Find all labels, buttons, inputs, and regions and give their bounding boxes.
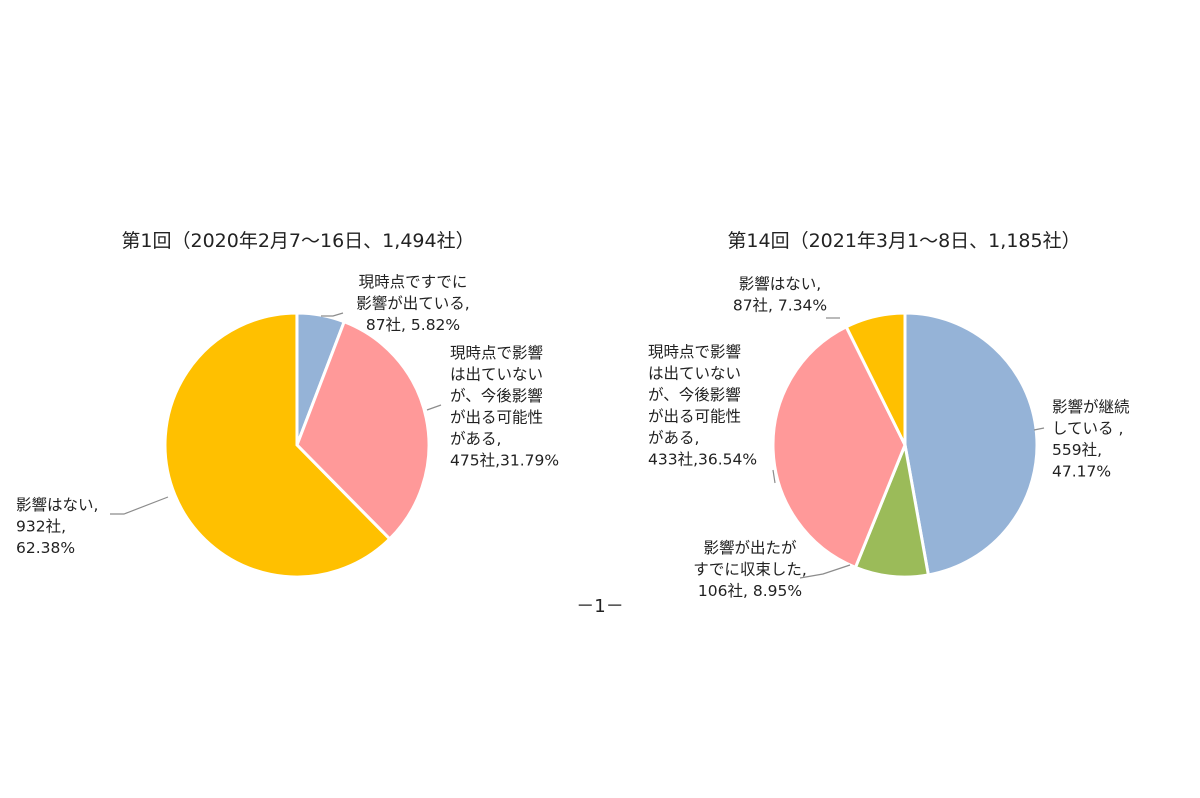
label-line: 影響が継続 bbox=[1052, 398, 1130, 416]
chart-2-title: 第14回（2021年3月1～8日、1,185社） bbox=[727, 230, 1080, 252]
label-line: 影響はない, bbox=[16, 496, 98, 514]
label-line: 影響が出たが bbox=[703, 539, 797, 557]
data-labels: 現時点ですでに影響が出ている, 87社, 5.82%現時点で影響は出ていないが、今… bbox=[16, 273, 1130, 600]
label-line: すでに収束した, bbox=[693, 561, 807, 579]
label-line: が出る可能性 bbox=[648, 408, 741, 426]
label-line: 62.38% bbox=[16, 539, 75, 557]
label-line: 影響はない, bbox=[739, 275, 821, 293]
chart-1-title: 第1回（2020年2月7～16日、1,494社） bbox=[121, 230, 474, 252]
label-line: 87社, 5.82% bbox=[366, 316, 460, 334]
page-number: －1－ bbox=[576, 596, 623, 617]
chart-1-label-none: 影響はない, 932社, 62.38% bbox=[16, 496, 98, 557]
label-line: 87社, 7.34% bbox=[733, 297, 827, 315]
label-line: が、今後影響 bbox=[648, 386, 741, 404]
chart-2-slice-continuing bbox=[903, 311, 1039, 577]
chart-2-label-possible: 現時点で影響は出ていないが、今後影響が出る可能性がある, 433社,36.54% bbox=[648, 343, 757, 469]
chart-2-slice-possible bbox=[771, 324, 907, 570]
label-line: 106社, 8.95% bbox=[698, 582, 802, 600]
chart-1-label-possible: 現時点で影響は出ていないが、今後影響が出る可能性がある, 475社,31.79% bbox=[450, 344, 559, 470]
label-line: 現時点で影響 bbox=[648, 343, 741, 361]
chart-1-leader-none bbox=[110, 496, 169, 515]
chart-2-leader-converged bbox=[799, 564, 851, 579]
label-line: がある, bbox=[450, 430, 501, 448]
label-line: が出る可能性 bbox=[450, 409, 543, 427]
label-line: 影響が出ている, bbox=[356, 295, 469, 313]
chart-1-leader-possible bbox=[426, 404, 442, 411]
chart-1-pie bbox=[163, 311, 431, 579]
chart-2-leader-possible bbox=[772, 469, 776, 484]
chart-1-label-already: 現時点ですでに影響が出ている, 87社, 5.82% bbox=[356, 273, 469, 334]
label-line: 現時点で影響 bbox=[450, 344, 543, 362]
chart-2-label-converged: 影響が出たがすでに収束した, 106社, 8.95% bbox=[693, 539, 807, 600]
label-line: がある, bbox=[648, 429, 699, 447]
chart-2-label-continuing: 影響が継続している , 559社, 47.17% bbox=[1052, 398, 1130, 481]
chart-2-slice-none bbox=[844, 311, 907, 446]
label-line: 433社,36.54% bbox=[648, 451, 757, 469]
label-line: 559社, bbox=[1052, 441, 1102, 459]
chart-1-leader-already bbox=[321, 312, 344, 317]
chart-1-slice-none bbox=[163, 311, 392, 579]
chart-2-leader-continuing bbox=[1033, 427, 1045, 431]
label-line: している , bbox=[1052, 420, 1123, 438]
label-line: 932社, bbox=[16, 518, 66, 536]
label-line: は出ていない bbox=[648, 365, 741, 383]
label-line: は出ていない bbox=[450, 366, 543, 384]
chart-2-label-none: 影響はない, 87社, 7.34% bbox=[733, 275, 827, 315]
chart-1-slice-possible bbox=[295, 319, 431, 542]
label-line: 現時点ですでに bbox=[359, 273, 468, 291]
label-line: 47.17% bbox=[1052, 463, 1111, 481]
label-line: が、今後影響 bbox=[450, 387, 543, 405]
chart-2-pie bbox=[771, 311, 1039, 579]
label-line: 475社,31.79% bbox=[450, 452, 559, 470]
